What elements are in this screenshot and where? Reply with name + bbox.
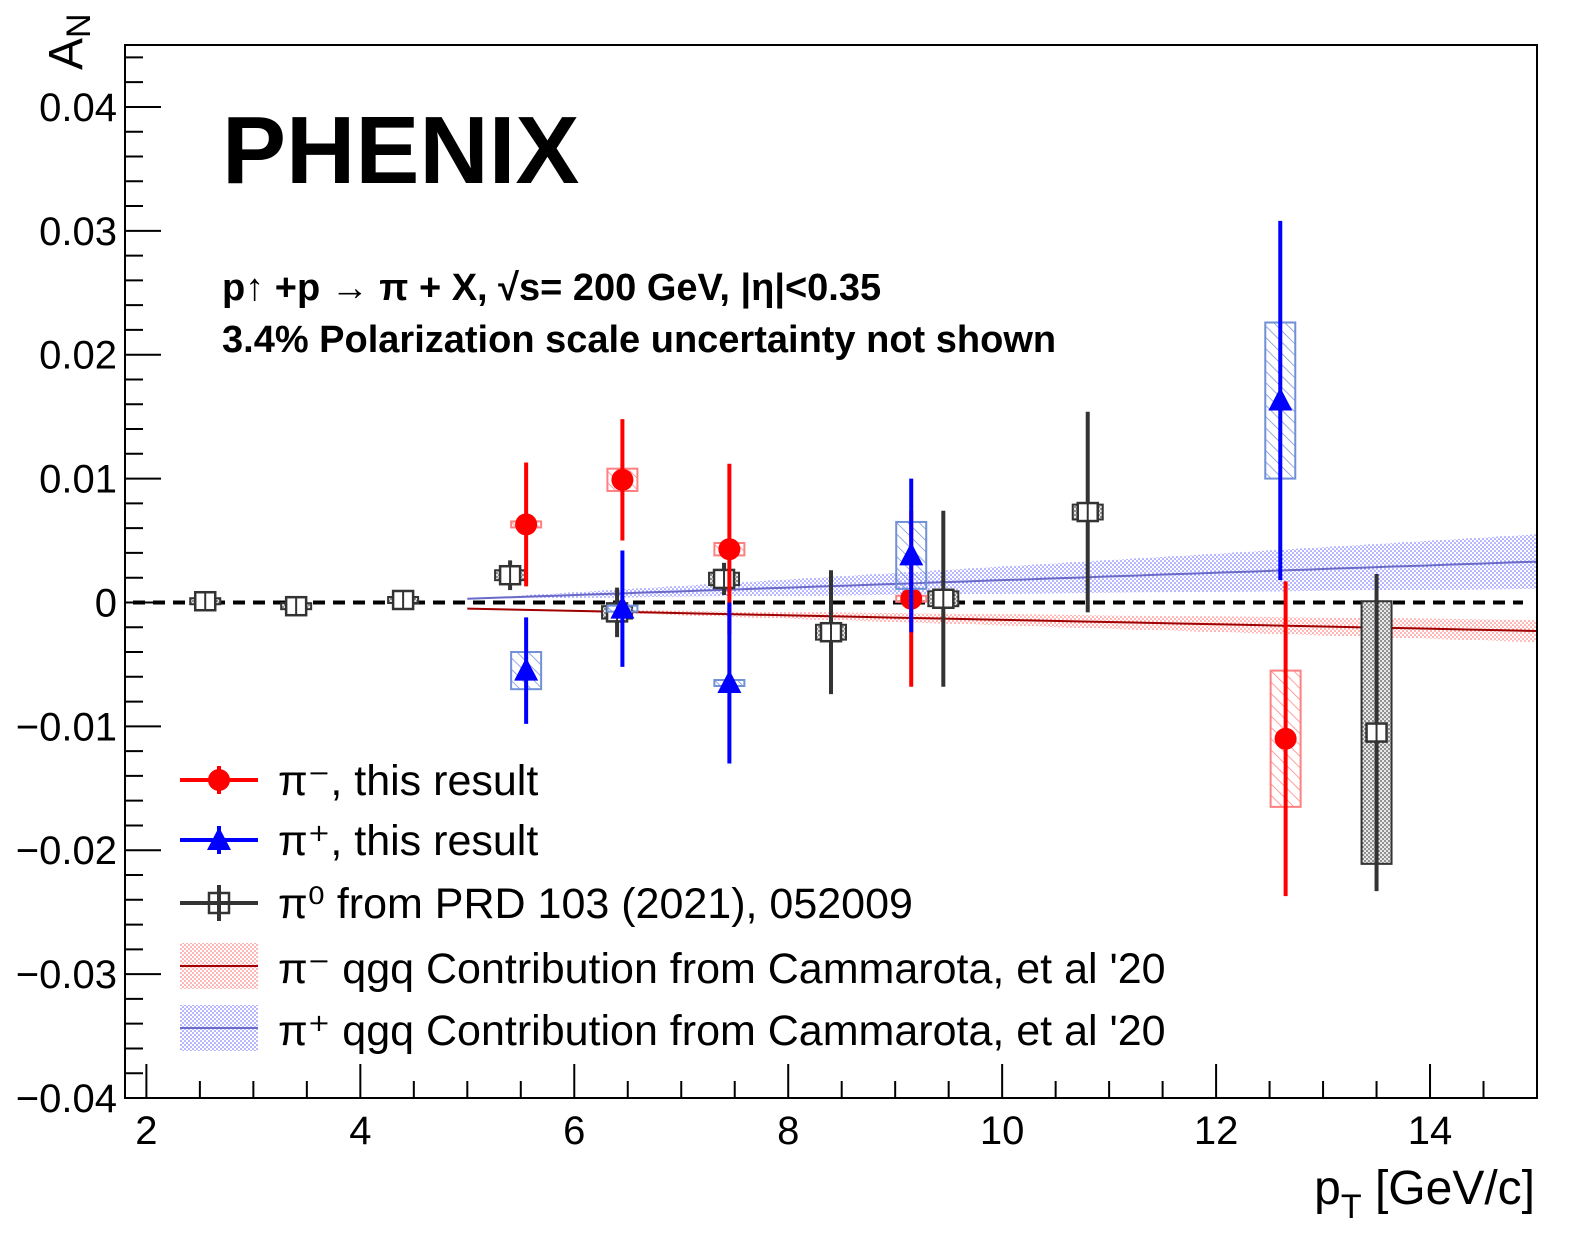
plot-border — [124, 44, 1538, 1099]
legend: π⁻, this result π⁺, this result π⁰ from … — [180, 757, 1166, 1055]
legend-pim-marker — [208, 769, 230, 791]
x-tick-label: 2 — [135, 1109, 157, 1153]
pi0-point — [1071, 411, 1104, 613]
x-tick-label: 8 — [777, 1109, 799, 1153]
pip-marker — [717, 669, 742, 693]
y-axis-title-sub: N — [60, 13, 98, 38]
x-tick-label: 14 — [1408, 1109, 1453, 1153]
pip-point — [1264, 220, 1297, 581]
legend-entry-pip-band: π⁺ qgq Contribution from Cammarota, et a… — [180, 1005, 1166, 1055]
pip-marker — [899, 542, 924, 566]
reaction-line: p↑ +p → π + X, √s= 200 GeV, |η|<0.35 — [222, 267, 881, 309]
y-axis-ticks: 0.04 0.03 0.02 0.01 0 −0.01 −0.02 −0.03 −0.04 — [16, 56, 161, 1121]
legend-entry-pi0: π⁰ from PRD 103 (2021), 052009 — [180, 880, 913, 928]
pim-marker — [515, 513, 538, 536]
y-tick-label: 0.04 — [39, 86, 117, 130]
pip-point — [713, 602, 746, 764]
y-tick-label: 0.03 — [39, 210, 117, 254]
pim-point — [606, 419, 639, 541]
pim-marker — [718, 538, 741, 561]
pim-band-central-line — [467, 607, 1538, 632]
legend-pip-label: π⁺, this result — [278, 817, 538, 865]
pi0-point — [927, 510, 960, 687]
pim-marker — [1274, 727, 1297, 750]
y-tick-label: 0.01 — [39, 458, 117, 502]
x-axis-ticks: 2 4 6 8 10 12 14 — [135, 1064, 1538, 1153]
x-axis-title-main: p — [1314, 1162, 1341, 1215]
legend-pi0-label: π⁰ from PRD 103 (2021), 052009 — [278, 880, 913, 928]
polarization-note: 3.4% Polarization scale uncertainty not … — [222, 319, 1056, 361]
x-axis-title-unit: [GeV/c] — [1362, 1162, 1535, 1215]
legend-pip-band-label: π⁺ qgq Contribution from Cammarota, et a… — [278, 1007, 1166, 1055]
y-tick-label: 0 — [95, 581, 117, 625]
experiment-brand: PHENIX — [222, 97, 579, 204]
x-tick-label: 4 — [349, 1109, 371, 1153]
x-tick-label: 12 — [1194, 1109, 1239, 1153]
legend-pim-label: π⁻, this result — [278, 757, 538, 805]
data-points — [189, 220, 1393, 897]
x-axis-title-sub: T — [1341, 1188, 1362, 1226]
pi0-point — [280, 595, 313, 617]
x-tick-label: 10 — [980, 1109, 1025, 1153]
y-axis-title: AN — [40, 13, 98, 70]
pip-point — [606, 550, 639, 667]
pi0-point — [189, 590, 222, 612]
y-tick-label: 0.02 — [39, 334, 117, 378]
pim-marker — [611, 468, 634, 491]
pip-marker — [514, 657, 539, 681]
pi0-point — [494, 560, 527, 591]
pip-band-central-line — [467, 560, 1538, 600]
legend-pip-marker — [207, 827, 231, 850]
pi0-point — [815, 570, 847, 695]
pip-point — [510, 617, 543, 724]
pim-point — [1269, 581, 1302, 897]
y-tick-label: −0.04 — [16, 1077, 117, 1121]
pim-point — [510, 462, 543, 587]
legend-pi0-marker — [207, 891, 231, 915]
pi0-point — [1360, 573, 1393, 892]
pip-marker — [610, 595, 635, 619]
legend-pim-band-label: π⁻ qgq Contribution from Cammarota, et a… — [278, 945, 1166, 993]
plot-frame — [124, 44, 1538, 1099]
pip-point — [895, 478, 928, 633]
y-tick-label: −0.01 — [16, 705, 117, 749]
x-tick-label: 6 — [563, 1109, 585, 1153]
legend-entry-pip: π⁺, this result — [180, 817, 538, 865]
y-tick-label: −0.03 — [16, 953, 117, 997]
legend-entry-pim: π⁻, this result — [180, 757, 538, 805]
x-axis-title: pT [GeV/c] — [1314, 1162, 1535, 1226]
pip-marker — [1268, 387, 1293, 411]
legend-entry-pim-band: π⁻ qgq Contribution from Cammarota, et a… — [180, 943, 1166, 993]
pi0-point — [387, 589, 420, 611]
y-tick-label: −0.02 — [16, 829, 117, 873]
pim-band-area — [467, 608, 1538, 643]
y-axis-title-main: A — [40, 38, 93, 70]
